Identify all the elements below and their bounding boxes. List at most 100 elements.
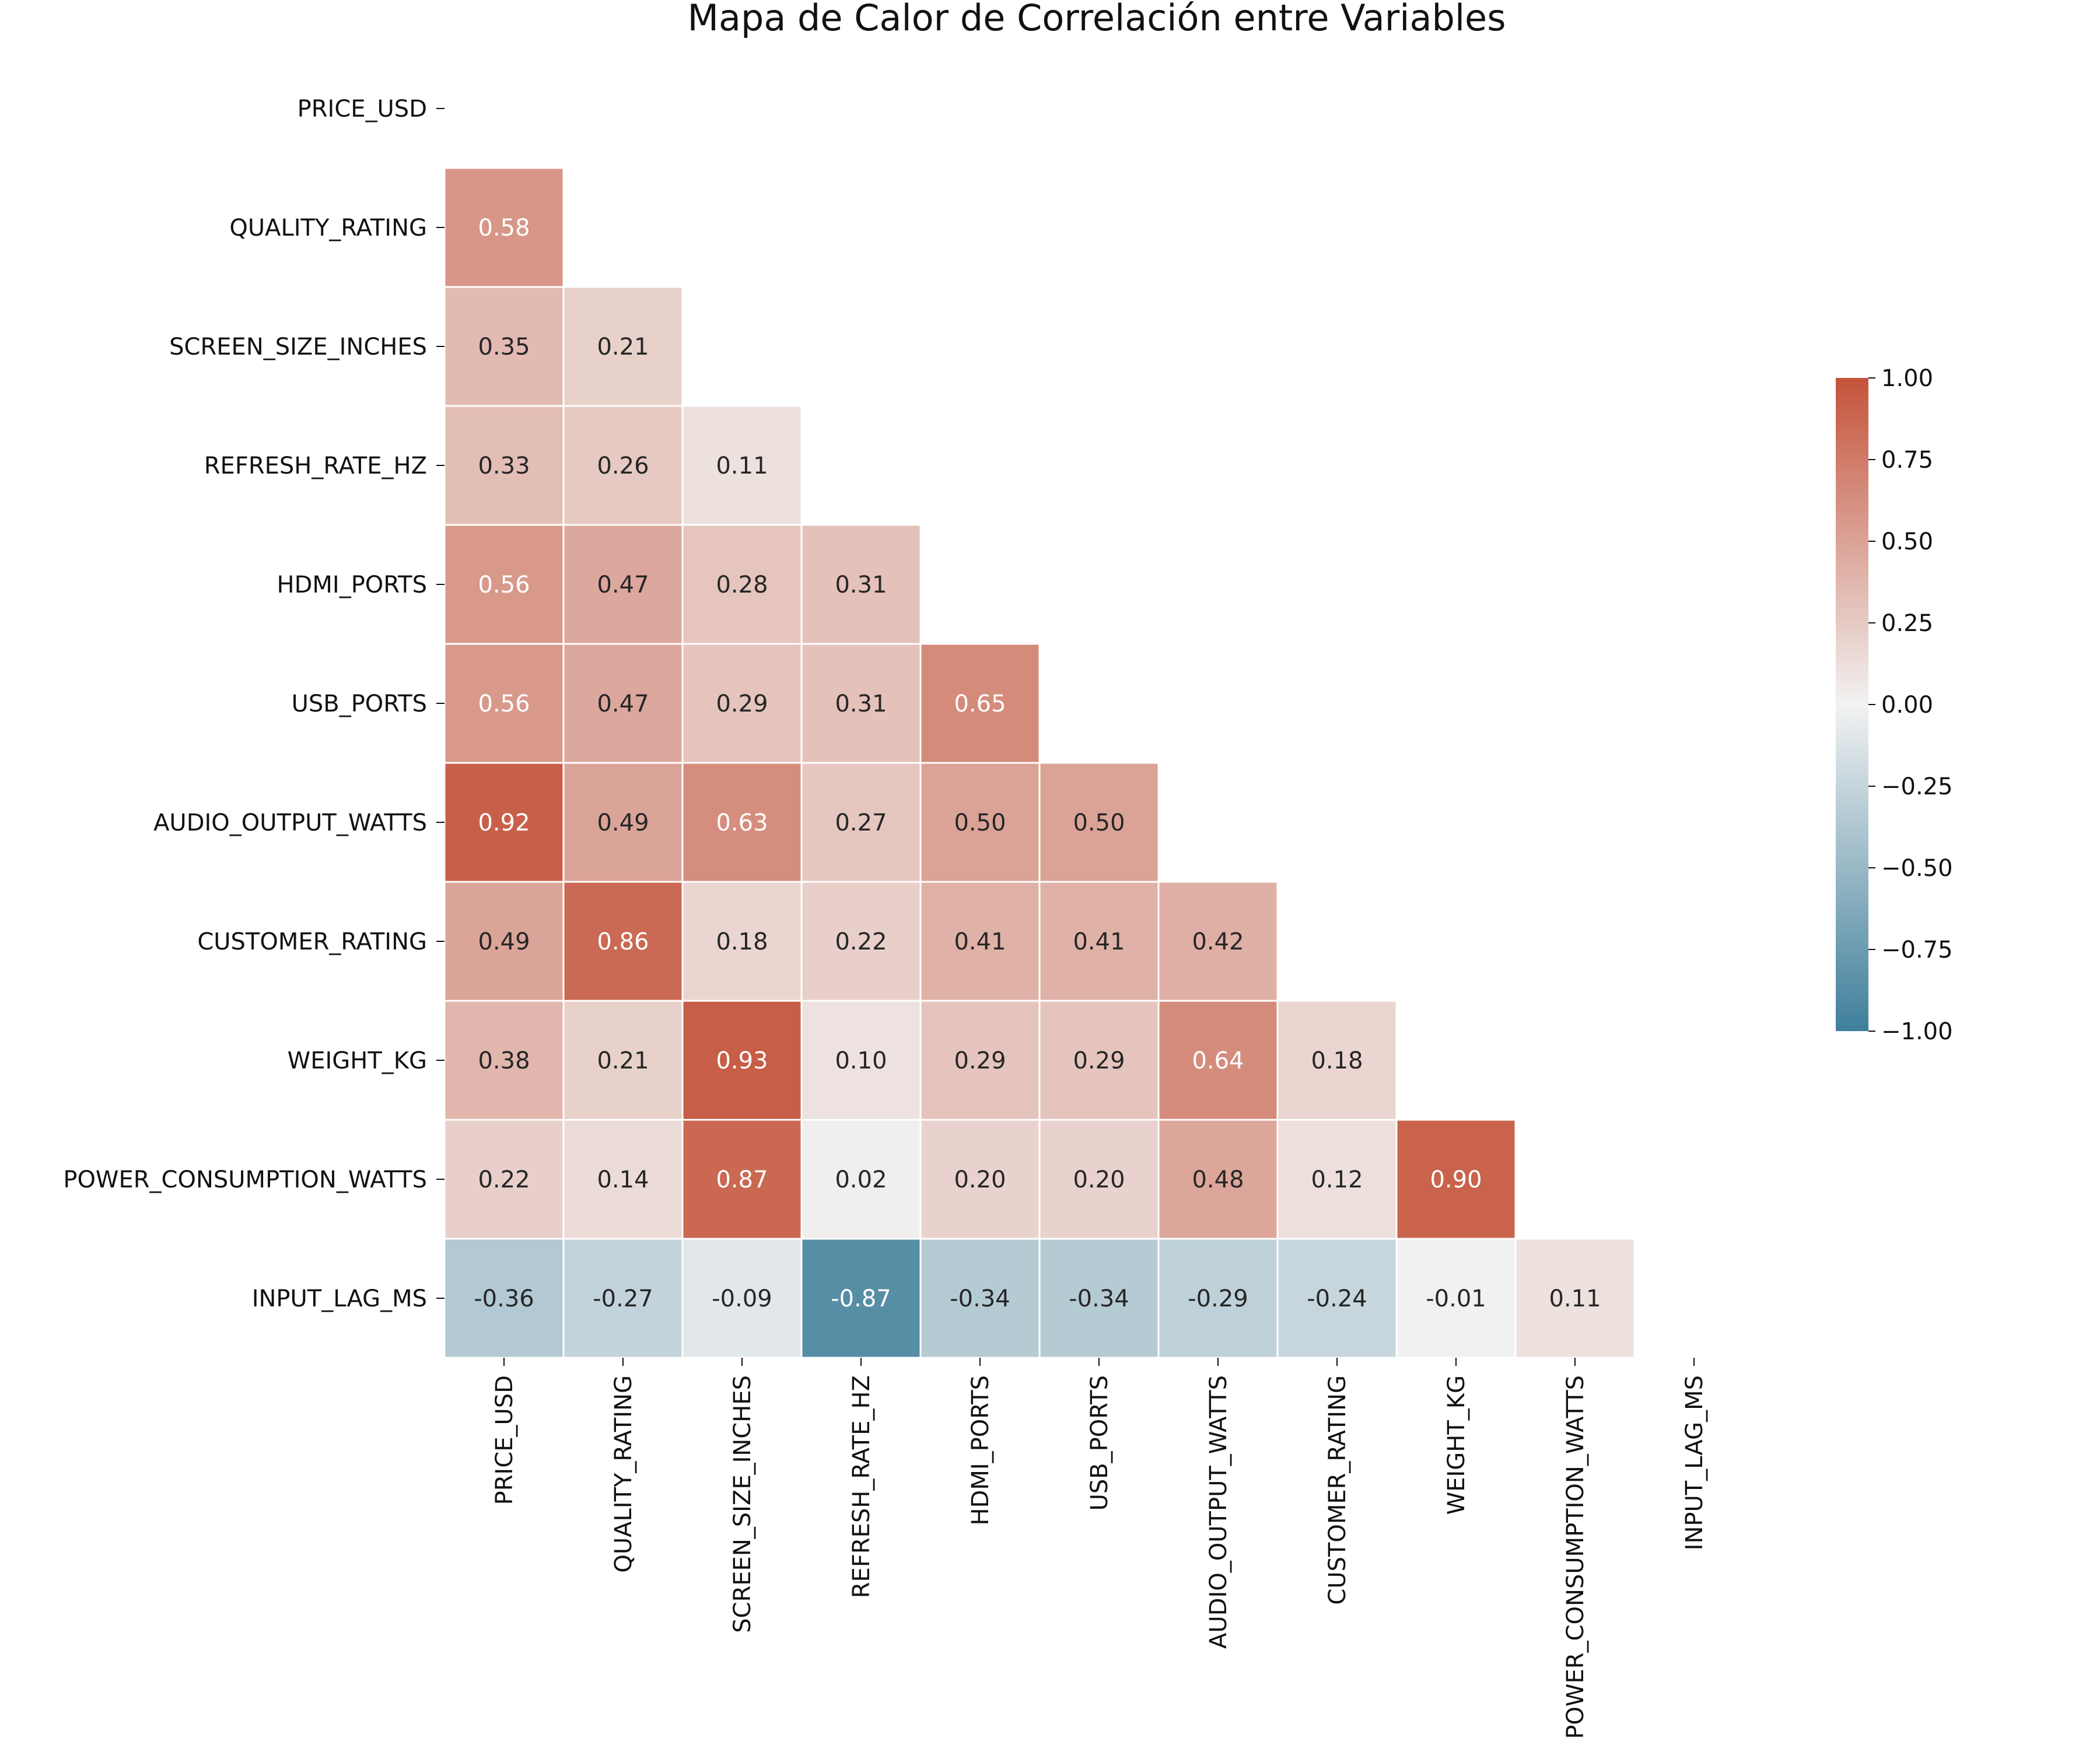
colorbar-ticks: 1.00 0.75 0.50 0.25 0.00 −0.25 −0.50 −0.75 −1.00 [1868,365,1953,1045]
heatmap-cell [681,762,803,883]
heatmap-cell [681,1119,803,1240]
heatmap-cell-value: 0.31 [835,572,887,598]
x-axis-tick-label: REFRESH_RATE_HZ [848,1375,875,1598]
heatmap-cell [681,1000,803,1121]
heatmap-cell-value: 0.41 [1073,928,1125,955]
heatmap-cell [1038,1238,1160,1359]
heatmap-cell-value: 0.56 [478,691,530,717]
heatmap-cell-value: 0.33 [478,453,530,479]
heatmap-cell-value: 0.42 [1192,928,1244,955]
heatmap-cell [443,1238,565,1359]
heatmap-cell [1514,1238,1636,1359]
colorbar: 1.00 0.75 0.50 0.25 0.00 −0.25 −0.50 −0.75 −1.00 [1836,365,1953,1045]
colorbar-tick-label: 1.00 [1881,365,1933,392]
heatmap-cell-value: -0.87 [831,1285,891,1312]
y-axis-tick-label: PRICE_USD [298,96,427,122]
heatmap-cell-value: -0.27 [593,1285,653,1312]
heatmap-cell [443,167,565,288]
heatmap-cell [443,286,565,407]
colorbar-tick-label: 0.50 [1881,528,1933,555]
heatmap-cell-value: 0.38 [478,1047,530,1074]
colorbar-tick-label: 0.00 [1881,692,1933,719]
heatmap-cell-value: 0.93 [716,1047,768,1074]
heatmap-cell-value: 0.49 [597,810,649,836]
colorbar-tick-label: −0.75 [1881,937,1953,963]
heatmap-cell [800,1119,922,1240]
colorbar-tick-label: −1.00 [1881,1018,1953,1045]
heatmap-cell-value: 0.29 [1073,1047,1125,1074]
x-axis-tick-labels: PRICE_USD QUALITY_RATING SCREEN_SIZE_INCHE… [491,1358,1708,1739]
x-axis-tick-label: PRICE_USD [491,1375,518,1505]
heatmap-cell-value: 0.63 [716,810,768,836]
heatmap-cell [919,1238,1041,1359]
heatmap-cell [800,643,922,764]
y-axis-tick-label: QUALITY_RATING [229,215,427,241]
x-axis-tick-label: INPUT_LAG_MS [1681,1375,1708,1550]
y-axis-tick-label: USB_PORTS [292,691,427,717]
colorbar-tick-label: 0.25 [1881,610,1933,637]
heatmap-cell-value: 0.31 [835,691,887,717]
y-axis-tick-labels: PRICE_USD QUALITY_RATING SCREEN_SIZE_INCHE… [63,96,444,1312]
heatmap-cell-value: 0.65 [954,691,1006,717]
heatmap-cell-value: -0.24 [1307,1285,1367,1312]
heatmap-cell-value: 0.29 [716,691,768,717]
heatmap-cell-value: -0.09 [712,1285,772,1312]
heatmap-cell-value: 0.86 [597,928,649,955]
heatmap-cell-value: -0.29 [1188,1285,1248,1312]
heatmap-cell-value: 0.64 [1192,1047,1244,1074]
heatmap-cell-value: 0.28 [716,572,768,598]
heatmap-cell [443,1000,565,1121]
heatmap-cell-value: 0.58 [478,215,530,241]
heatmap-cell-value: 0.20 [1073,1166,1125,1193]
heatmap-cell [681,1238,803,1359]
heatmap-cell-value: 0.14 [597,1166,649,1193]
heatmap-cell [1157,1119,1279,1240]
heatmap-cell [1395,1119,1517,1240]
heatmap-cell-value: 0.11 [1549,1285,1601,1312]
x-axis-tick-label: HDMI_PORTS [967,1375,994,1526]
x-axis-tick-label: AUDIO_OUTPUT_WATTS [1205,1375,1232,1649]
heatmap-cell-value: -0.01 [1426,1285,1486,1312]
colorbar-tick-label: 0.75 [1881,447,1933,474]
heatmap-cell-value: 0.21 [597,1047,649,1074]
heatmap-cell [443,881,565,1002]
heatmap-cell-value: -0.34 [950,1285,1010,1312]
colorbar-tick-label: −0.25 [1881,773,1953,800]
heatmap-cell [800,1238,922,1359]
heatmap-cell-value: 0.22 [835,928,887,955]
x-axis-tick-label: POWER_CONSUMPTION_WATTS [1562,1375,1589,1739]
heatmap-cell-value: 0.02 [835,1166,887,1193]
heatmap-cell-value: 0.35 [478,334,530,360]
x-axis-tick-label: WEIGHT_KG [1443,1375,1470,1515]
heatmap-cell-value: -0.36 [474,1285,534,1312]
heatmap-cell-value: 0.41 [954,928,1006,955]
heatmap-cell [562,286,684,407]
heatmap-cell [919,762,1041,883]
heatmap-cell-value: 0.12 [1311,1166,1363,1193]
heatmap-cell-value: -0.34 [1069,1285,1129,1312]
heatmap-cell [1276,1000,1398,1121]
heatmap-cell-value: 0.22 [478,1166,530,1193]
heatmap-cell [1038,881,1160,1002]
y-axis-tick-label: SCREEN_SIZE_INCHES [169,334,427,360]
heatmap-cell-value: 0.50 [954,810,1006,836]
heatmap-cell [562,881,684,1002]
y-axis-tick-label: HDMI_PORTS [277,572,428,598]
y-axis-tick-label: INPUT_LAG_MS [252,1285,427,1312]
y-axis-tick-label: CUSTOMER_RATING [197,928,427,955]
heatmap-cell [1276,1238,1398,1359]
heatmap-cell-value: 0.26 [597,453,649,479]
heatmap-cell-value: 0.11 [716,453,768,479]
heatmap-cell [800,524,922,645]
heatmap-cell-value: 0.87 [716,1166,768,1193]
heatmap-cell-value: 0.27 [835,810,887,836]
heatmap-cell-value: 0.90 [1430,1166,1482,1193]
heatmap-cells: 0.58 0.35 0.21 0.33 0.26 0.11 0.56 0.47 0.28 0.31… [443,167,1636,1359]
heatmap-cell [562,643,684,764]
heatmap-cell [800,762,922,883]
heatmap-cell [1038,762,1160,883]
heatmap-cell [919,643,1041,764]
heatmap-cell-value: 0.10 [835,1047,887,1074]
colorbar-gradient-bar [1836,378,1868,1031]
